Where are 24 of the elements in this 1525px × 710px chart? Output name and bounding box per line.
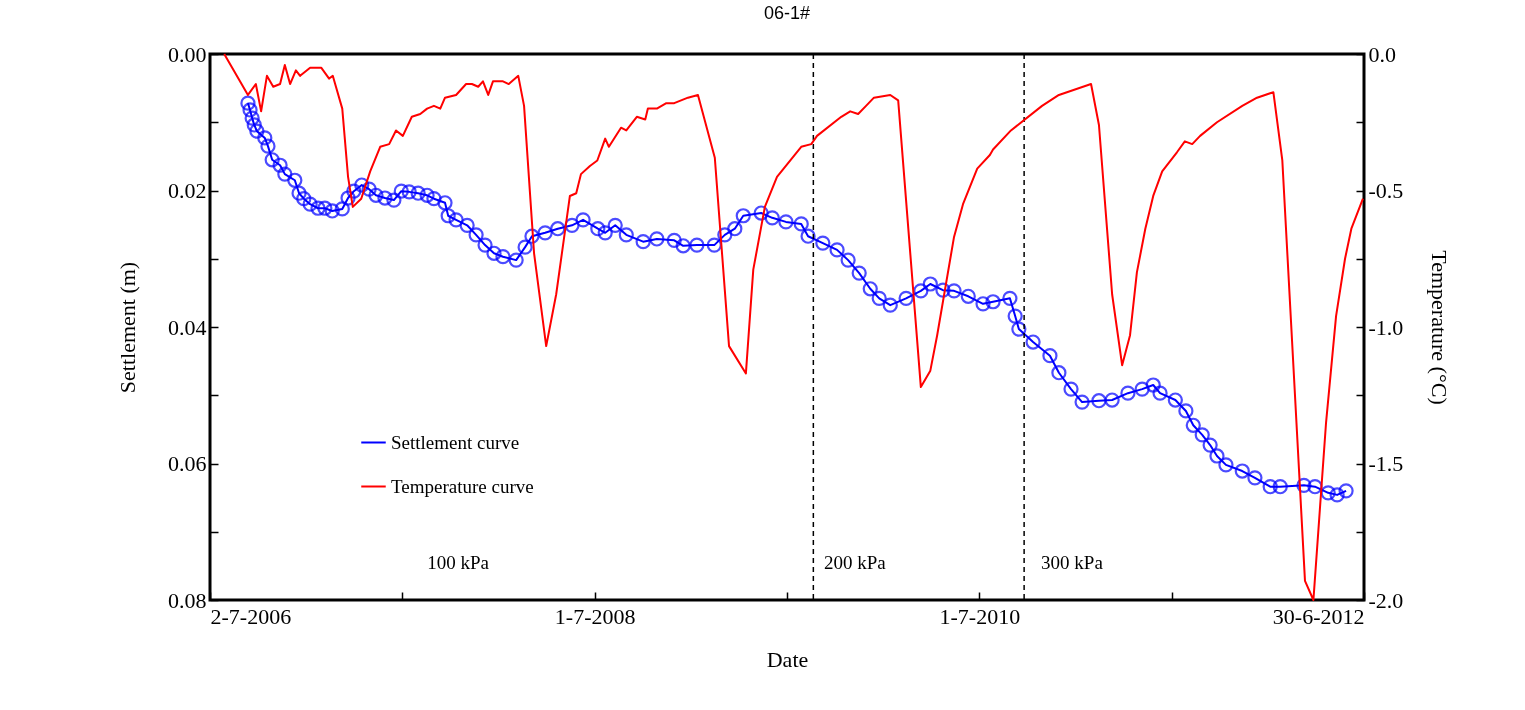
y2-axis-title: Temperature (°C) bbox=[1427, 250, 1453, 405]
x-axis-title: Date bbox=[766, 646, 809, 672]
y-tick-label: 0.06 bbox=[168, 451, 207, 476]
y2-tick-label: -2.0 bbox=[1368, 587, 1404, 613]
annotation: 300 kPa bbox=[1041, 552, 1104, 573]
legend-label: Settlement curve bbox=[391, 431, 520, 453]
legend-label: Temperature curve bbox=[391, 475, 534, 497]
y2-tick-label: -1.0 bbox=[1368, 314, 1404, 340]
y-tick-label: 0.08 bbox=[168, 587, 207, 613]
x-tick-label: 30-6-2012 bbox=[1272, 603, 1365, 629]
chart-title: 06-1# bbox=[763, 3, 811, 23]
x-tick-label: 2-7-2006 bbox=[210, 603, 292, 629]
annotation: 100 kPa bbox=[427, 552, 490, 573]
y-tick-label: 0.02 bbox=[168, 178, 207, 203]
x-tick-label: 1-7-2008 bbox=[554, 603, 636, 629]
annotation: 200 kPa bbox=[823, 552, 887, 573]
y2-tick-label: -0.5 bbox=[1368, 178, 1404, 203]
y-tick-label: 0.00 bbox=[168, 41, 207, 67]
y-axis-title: Settlement (m) bbox=[115, 261, 140, 394]
line-series bbox=[223, 53, 1364, 601]
y2-tick-label: -1.5 bbox=[1368, 451, 1404, 476]
y-tick-label: 0.04 bbox=[168, 314, 207, 340]
x-tick-label: 1-7-2010 bbox=[939, 603, 1021, 629]
y2-tick-label: 0.0 bbox=[1368, 41, 1396, 67]
